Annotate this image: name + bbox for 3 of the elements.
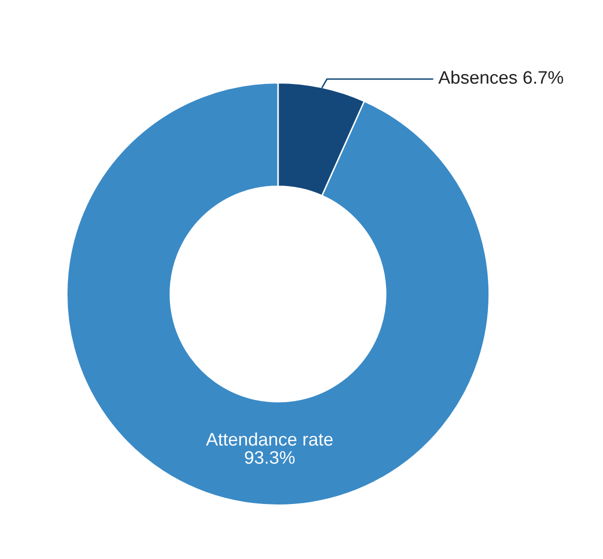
- slice-label: Absences 6.7%: [438, 70, 564, 84]
- data-label: 93.3%: [244, 451, 295, 464]
- slice-label: Attendance rate: [206, 432, 333, 446]
